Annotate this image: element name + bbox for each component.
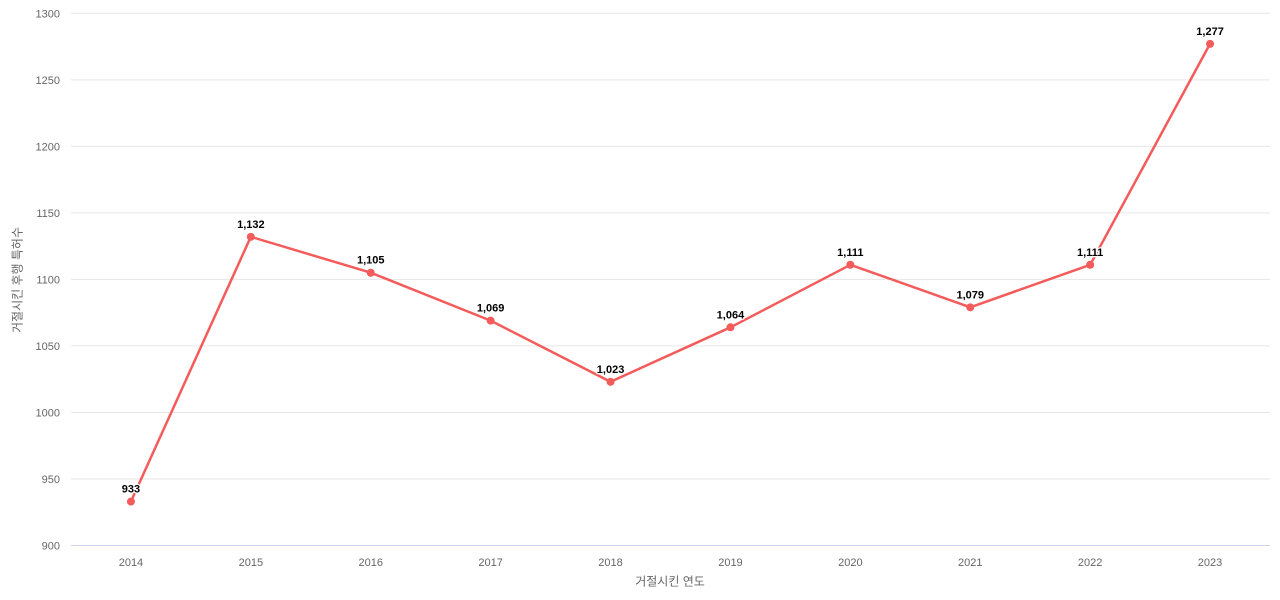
data-point-2018[interactable]	[606, 377, 615, 386]
data-point-2017[interactable]	[486, 316, 495, 325]
y-tick-label: 1200	[36, 141, 60, 153]
data-point-2015[interactable]	[246, 232, 255, 241]
data-label: 1,132	[237, 219, 265, 231]
data-label: 1,069	[477, 303, 505, 315]
x-tick-label: 2018	[598, 557, 622, 569]
x-tick-label: 2022	[1078, 557, 1102, 569]
series-line	[129, 42, 1212, 503]
data-point-2023[interactable]	[1206, 39, 1215, 48]
y-tick-label: 1000	[36, 407, 60, 419]
data-point-2014[interactable]	[126, 497, 135, 506]
y-tick-label: 1100	[36, 274, 60, 286]
y-tick-label: 950	[42, 474, 60, 486]
data-label: 1,277	[1196, 26, 1224, 38]
x-tick-label: 2014	[119, 557, 143, 569]
x-tick-label: 2021	[958, 557, 982, 569]
data-label: 1,079	[956, 289, 984, 301]
y-tick-label: 1250	[36, 75, 60, 87]
data-point-2021[interactable]	[966, 303, 975, 312]
data-point-2020[interactable]	[846, 260, 855, 269]
data-label: 933	[122, 484, 140, 496]
y-tick-label: 1300	[36, 8, 60, 20]
data-label: 1,111	[1077, 247, 1103, 259]
data-point-2016[interactable]	[366, 268, 375, 277]
data-point-2022[interactable]	[1086, 260, 1095, 269]
y-tick-label: 1150	[36, 208, 60, 220]
data-label: 1,111	[837, 247, 863, 259]
x-tick-label: 2023	[1198, 557, 1222, 569]
data-label: 1,023	[597, 364, 625, 376]
x-tick-label: 2017	[478, 557, 502, 569]
data-label: 1,105	[357, 255, 385, 267]
x-tick-label: 2020	[838, 557, 862, 569]
x-tick-label: 2015	[239, 557, 263, 569]
y-tick-label: 1050	[36, 341, 60, 353]
data-point-2019[interactable]	[726, 323, 735, 332]
data-label: 1,064	[717, 309, 745, 321]
x-tick-label: 2016	[359, 557, 383, 569]
x-tick-label: 2019	[718, 557, 742, 569]
y-tick-label: 900	[42, 541, 60, 553]
